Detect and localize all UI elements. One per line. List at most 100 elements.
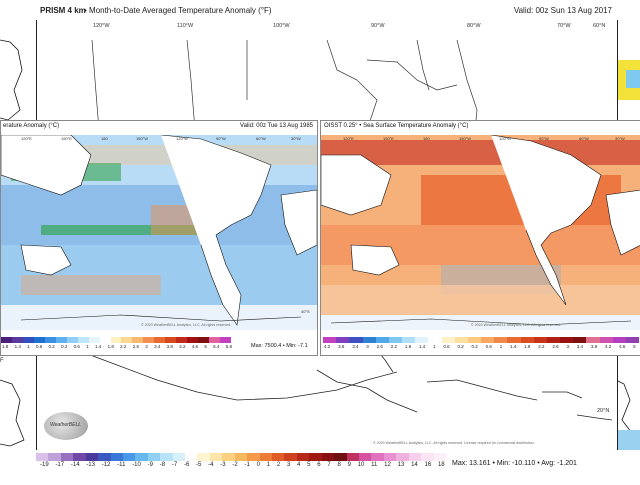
colorbar-tick-label: 1 — [266, 462, 271, 468]
colorbar-tick-label: 0.6 — [443, 344, 450, 349]
colorbar-swatch — [77, 337, 89, 343]
colorbar-tick-label: 1.8 — [2, 344, 9, 349]
colorbar-tick-label: 1.4 — [95, 344, 102, 349]
colorbar-tick-label: 3.4 — [576, 344, 584, 349]
colorbar-tick-label: 2.2 — [390, 344, 397, 349]
colorbar-tick-label: 4.6 — [191, 344, 199, 349]
colorbar-swatch — [36, 453, 49, 461]
right-panel-map-svg — [321, 135, 640, 330]
bg-lon-label: 60°N — [593, 23, 606, 29]
right-lon-label: 150°E — [383, 136, 394, 141]
background-map-title: PRISM 4 km — [40, 6, 86, 15]
colorbar-swatch — [135, 453, 148, 461]
colorbar-tick-label: 2 — [276, 462, 281, 468]
right-panel-copyright: © 2020 WeatherBELL Analytics, LLC. All r… — [471, 323, 562, 327]
colorbar-tick-label: 0.2 — [61, 344, 68, 349]
colorbar-swatch — [247, 453, 260, 461]
colorbar-tick-label: 4.2 — [324, 344, 331, 349]
colorbar-tick-label: 3 — [286, 462, 291, 468]
colorbar-tick-label: -14 — [70, 462, 80, 468]
colorbar-swatch — [99, 337, 111, 343]
colorbar-swatch — [383, 453, 397, 461]
left-panel-colorbar — [1, 337, 232, 343]
colorbar-tick-label: 1 — [27, 344, 30, 349]
bg-copyright: © 2020 WeatherBELL Analytics, LLC. All r… — [373, 441, 535, 445]
colorbar-swatch — [454, 337, 468, 343]
colorbar-tick-label: 2.6 — [552, 344, 559, 349]
colorbar-tick-label: 4.2 — [179, 344, 186, 349]
colorbar-tick-label: 10 — [357, 462, 365, 468]
colorbar-tick-label: 1 — [433, 344, 436, 349]
colorbar-swatch — [507, 337, 521, 343]
colorbar-swatch — [234, 453, 248, 461]
left-anomaly-panel: erature Anomaly (°C) Valid: 00z Tue 13 A… — [0, 120, 318, 356]
colorbar-swatch — [546, 337, 561, 343]
left-lon-label: 120°E — [21, 136, 32, 141]
colorbar-tick-label: -19 — [40, 462, 49, 468]
colorbar-tick-label: 1.8 — [404, 344, 412, 349]
colorbar-swatch — [346, 453, 359, 461]
colorbar-swatch — [222, 453, 235, 461]
colorbar-tick-label: 16 — [424, 462, 432, 468]
colorbar-swatch — [599, 337, 613, 343]
colorbar-tick-label: 8 — [337, 462, 341, 468]
left-panel-stats: Max: 7500.4 • Min: -7.1 — [251, 343, 308, 349]
colorbar-tick-label: -5 — [196, 462, 202, 468]
colorbar-tick-label: 9 — [347, 462, 351, 468]
colorbar-tick-label: 3.8 — [590, 344, 598, 349]
colorbar-tick-label: -4 — [208, 462, 214, 468]
left-lon-label: 90°W — [216, 136, 226, 141]
stat-avg: Avg: -1.201 — [541, 460, 577, 467]
colorbar-tick-label: 3.4 — [352, 344, 359, 349]
colorbar-swatch — [533, 337, 547, 343]
colorbar-swatch — [272, 453, 285, 461]
colorbar-swatch — [494, 337, 508, 343]
colorbar-tick-label: 1 — [499, 344, 503, 349]
colorbar-tick-label: -13 — [86, 462, 95, 468]
colorbar-tick-label: 3 — [566, 344, 569, 349]
colorbar-tick-label: 1.8 — [107, 344, 114, 349]
colorbar-swatch — [33, 337, 45, 343]
colorbar-tick-label: 5.8 — [225, 344, 232, 349]
right-lon-label: 120°E — [343, 136, 354, 141]
background-map-subtitle: • Month-to-Date Averaged Temperature Ano… — [84, 6, 272, 15]
colorbar-tick-label: 6 — [317, 462, 321, 468]
colorbar-swatch — [388, 337, 403, 343]
colorbar-tick-label: 5 — [307, 462, 311, 468]
colorbar-tick-label: 1 — [86, 344, 89, 349]
colorbar-swatch — [625, 337, 640, 343]
colorbar-swatch — [375, 337, 389, 343]
colorbar-swatch — [321, 453, 335, 461]
left-panel-map: 120°E 150°E 180 150°W 120°W 90°W 60°W 30… — [1, 135, 317, 330]
colorbar-tick-label: 3 — [145, 344, 148, 349]
weatherbell-logo: WeatherBELL — [44, 412, 88, 440]
colorbar-swatch — [334, 453, 347, 461]
colorbar-tick-label: 0.2 — [471, 344, 478, 349]
right-panel-title: OISST 0.25° • Sea Surface Temperature An… — [324, 123, 469, 129]
colorbar-tick-label: 4.2 — [604, 344, 612, 349]
left-strip-coastline — [0, 39, 25, 447]
colorbar-swatch — [60, 453, 74, 461]
colorbar-tick-label: -7 — [171, 462, 178, 468]
colorbar-swatch — [197, 453, 210, 461]
colorbar-swatch — [612, 337, 626, 343]
right-panel-colorbar — [323, 337, 640, 343]
colorbar-swatch — [121, 337, 133, 343]
right-lon-label: 180 — [423, 136, 430, 141]
colorbar-swatch — [143, 337, 155, 343]
colorbar-swatch — [560, 337, 574, 343]
colorbar-swatch — [433, 453, 446, 461]
left-strip-label: F — [0, 358, 4, 364]
colorbar-swatch — [209, 337, 221, 343]
colorbar-tick-label: 13 — [397, 462, 405, 468]
colorbar-tick-label: 7 — [327, 462, 331, 468]
colorbar-tick-label: 5 — [204, 344, 207, 349]
colorbar-swatch — [259, 453, 273, 461]
colorbar-swatch — [44, 337, 56, 343]
right-lon-label: 60°W — [579, 136, 589, 141]
colorbar-swatch — [66, 337, 78, 343]
colorbar-tick-label: 5.4 — [213, 344, 220, 349]
background-map-valid-time: Valid: 00z Sun 13 Aug 2017 — [513, 6, 612, 15]
colorbar-swatch — [48, 453, 61, 461]
colorbar-swatch — [154, 337, 166, 343]
